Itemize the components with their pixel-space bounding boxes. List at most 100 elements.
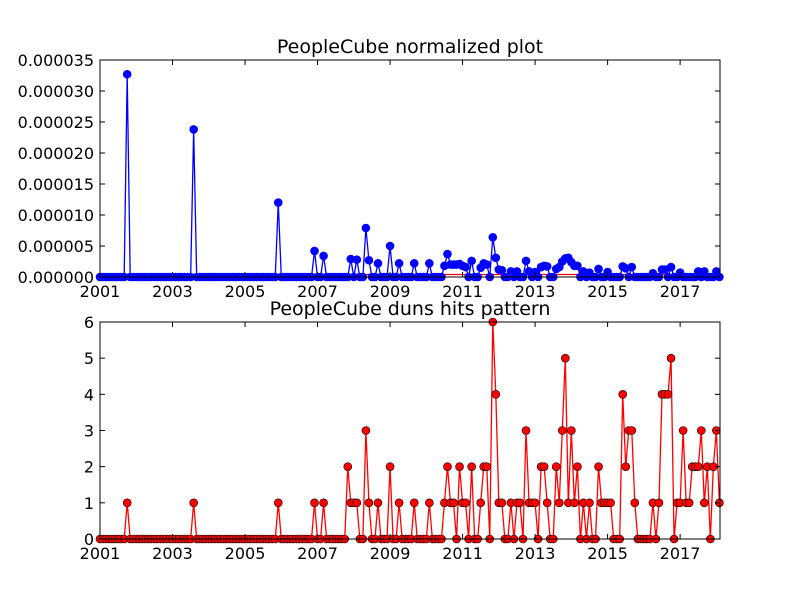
data-point [122, 498, 132, 508]
data-point [515, 498, 525, 508]
data-point [352, 255, 362, 264]
y-tick-label: 0.000000 [18, 268, 94, 287]
y-tick-label: 0.000035 [18, 51, 94, 70]
x-tick-label: 2013 [515, 544, 556, 563]
top-chart-title: PeopleCube normalized plot [277, 36, 543, 58]
series-line [100, 74, 720, 280]
data-point [621, 462, 631, 471]
data-point [364, 255, 374, 265]
data-point [373, 259, 383, 268]
data-point [551, 462, 561, 471]
data-point [542, 498, 552, 508]
data-point [373, 498, 383, 508]
x-tick-label: 2009 [370, 544, 411, 563]
data-point [425, 259, 434, 268]
x-tick-label: 2015 [587, 282, 628, 301]
data-point [696, 426, 706, 435]
x-tick-label: 2001 [80, 282, 121, 301]
data-point [678, 426, 688, 435]
data-point [560, 353, 570, 363]
data-point [394, 259, 404, 268]
data-point [467, 462, 476, 471]
data-point [491, 253, 501, 263]
data-point [627, 426, 637, 435]
data-point [482, 260, 492, 269]
x-tick-label: 2003 [152, 544, 193, 563]
data-point [343, 462, 353, 471]
data-point [385, 462, 395, 471]
data-point [443, 249, 452, 259]
data-point [482, 462, 492, 471]
data-point [663, 390, 673, 399]
data-point [385, 241, 395, 251]
data-point [630, 498, 640, 508]
bottom-plot-area [95, 317, 724, 544]
top-axes-frame [99, 59, 721, 278]
x-tick-label: 2003 [152, 282, 193, 301]
x-tick-label: 2005 [225, 282, 266, 301]
x-tick-label: 2011 [442, 544, 483, 563]
x-tick-label: 2017 [660, 282, 701, 301]
data-point [684, 498, 694, 508]
top-plot-area [95, 69, 724, 282]
y-tick-label: 3 [84, 422, 94, 441]
y-tick-label: 0.000025 [18, 113, 94, 132]
x-tick-label: 2009 [370, 282, 411, 301]
y-tick-label: 2 [84, 458, 94, 477]
data-point [364, 498, 374, 508]
data-point [409, 259, 419, 268]
y-tick-label: 4 [84, 385, 94, 404]
data-point [273, 198, 283, 207]
x-tick-label: 2011 [442, 282, 483, 301]
data-point [606, 498, 615, 508]
data-point [310, 246, 319, 256]
data-point [594, 264, 603, 274]
data-point [319, 498, 328, 508]
data-point [449, 498, 458, 508]
data-point [666, 262, 676, 272]
data-point [573, 261, 582, 271]
x-tick-label: 2013 [515, 282, 556, 301]
data-point [594, 462, 603, 471]
data-point [467, 256, 476, 266]
data-point [491, 390, 501, 399]
data-point [699, 498, 709, 508]
data-point [122, 69, 132, 79]
data-point [443, 462, 452, 471]
data-point [497, 498, 507, 508]
data-point [567, 426, 576, 435]
data-point [573, 462, 582, 471]
data-point [521, 256, 531, 266]
y-tick-label: 5 [84, 349, 94, 368]
data-point [618, 390, 628, 399]
data-point [425, 498, 434, 508]
data-point [627, 262, 637, 272]
data-point [530, 498, 540, 508]
data-point [189, 498, 198, 508]
data-point [461, 262, 470, 272]
y-tick-label: 0.000005 [18, 237, 94, 256]
data-point [310, 498, 319, 508]
x-tick-label: 2007 [297, 544, 338, 563]
data-point [476, 498, 486, 508]
data-point [521, 426, 531, 435]
y-tick-label: 0.000030 [18, 82, 94, 101]
bottom-chart-title: PeopleCube duns hits pattern [270, 298, 551, 320]
x-tick-label: 2001 [80, 544, 121, 563]
data-point [352, 498, 362, 508]
data-point [273, 498, 283, 508]
y-tick-label: 1 [84, 494, 94, 513]
data-point [455, 462, 464, 471]
y-tick-label: 6 [84, 313, 94, 332]
data-point [488, 233, 498, 242]
data-point [361, 426, 371, 435]
data-point [666, 353, 676, 363]
data-point [585, 498, 594, 508]
y-tick-label: 0.000015 [18, 175, 94, 194]
x-tick-label: 2015 [587, 544, 628, 563]
data-point [654, 498, 664, 508]
y-tick-label: 0.000010 [18, 206, 94, 225]
data-point [361, 223, 371, 233]
data-point [557, 426, 567, 435]
